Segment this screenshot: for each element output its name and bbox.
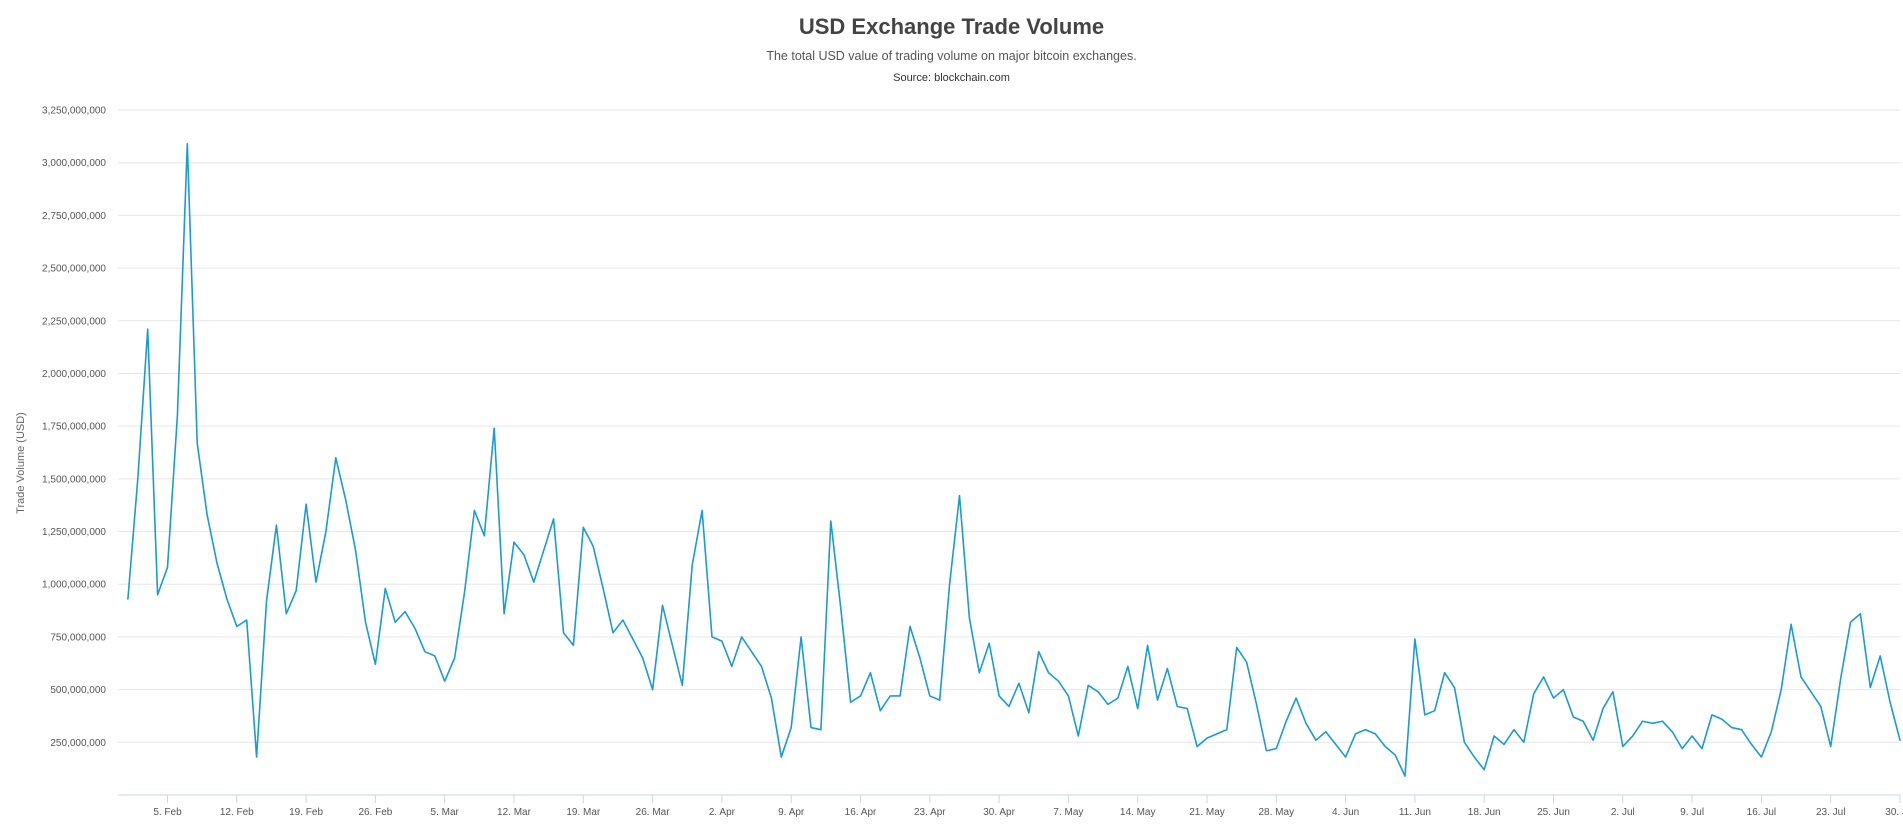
y-tick-label: 3,250,000,000 bbox=[42, 106, 106, 117]
chart-subtitle: The total USD value of trading volume on… bbox=[766, 49, 1137, 63]
y-tick-label: 2,750,000,000 bbox=[42, 211, 106, 222]
x-tick-label: 11. Jun bbox=[1399, 807, 1431, 818]
x-tick-label: 9. Apr bbox=[778, 807, 805, 818]
x-tick-label: 5. Mar bbox=[431, 807, 460, 818]
series-line-0 bbox=[127, 142, 1901, 777]
y-tick-label: 2,500,000,000 bbox=[42, 264, 106, 275]
y-tick-label: 3,000,000,000 bbox=[42, 158, 106, 169]
chart-source: Source: blockchain.com bbox=[893, 72, 1010, 84]
x-tick-label: 19. Mar bbox=[566, 807, 601, 818]
x-axis: 5. Feb 12. Feb 19. Feb 26. Feb 5. Mar 12. Mar… bbox=[118, 794, 1903, 818]
x-tick-label: 26. Feb bbox=[358, 807, 392, 818]
x-tick-label: 30. Jul bbox=[1885, 807, 1903, 818]
x-tick-label: 16. Jul bbox=[1747, 807, 1776, 818]
x-tick-label: 7. May bbox=[1053, 807, 1083, 818]
x-tick-label: 5. Feb bbox=[153, 807, 182, 818]
y-axis-label: Trade Volume (USD) bbox=[15, 412, 27, 514]
x-tick-label: 12. Mar bbox=[497, 807, 532, 818]
chart-title: USD Exchange Trade Volume bbox=[798, 14, 1105, 39]
x-tick-label: 14. May bbox=[1120, 807, 1156, 818]
x-tick-label: 18. Jun bbox=[1468, 807, 1501, 818]
x-tick-label: 23. Apr bbox=[914, 807, 946, 818]
x-tick-label: 23. Jul bbox=[1816, 807, 1845, 818]
x-tick-label: 2. Apr bbox=[709, 807, 736, 818]
grid-lines bbox=[118, 109, 1900, 743]
series-layer bbox=[127, 142, 1901, 777]
x-tick-label: 4. Jun bbox=[1332, 807, 1359, 818]
x-tick-label: 2. Jul bbox=[1611, 807, 1635, 818]
x-tick-label: 9. Jul bbox=[1680, 807, 1704, 818]
x-tick-label: 19. Feb bbox=[289, 807, 323, 818]
y-tick-label: 750,000,000 bbox=[50, 632, 106, 643]
x-tick-label: 28. May bbox=[1259, 807, 1295, 818]
x-tick-label: 16. Apr bbox=[845, 807, 877, 818]
y-tick-label: 500,000,000 bbox=[50, 685, 106, 696]
y-tick-label: 1,250,000,000 bbox=[42, 527, 106, 538]
y-tick-label: 2,000,000,000 bbox=[42, 369, 106, 380]
y-tick-label: 2,250,000,000 bbox=[42, 316, 106, 327]
y-tick-label: 1,500,000,000 bbox=[42, 474, 106, 485]
x-tick-label: 12. Feb bbox=[220, 807, 254, 818]
x-tick-label: 30. Apr bbox=[983, 807, 1015, 818]
x-tick-label: 26. Mar bbox=[636, 807, 671, 818]
x-tick-label: 25. Jun bbox=[1537, 807, 1570, 818]
y-tick-label: 1,750,000,000 bbox=[42, 422, 106, 433]
y-axis-ticks: 250,000,000 500,000,000 750,000,000 1,000,0… bbox=[42, 106, 106, 749]
x-tick-label: 21. May bbox=[1189, 807, 1225, 818]
y-tick-label: 1,000,000,000 bbox=[42, 580, 106, 591]
y-tick-label: 250,000,000 bbox=[50, 738, 106, 749]
